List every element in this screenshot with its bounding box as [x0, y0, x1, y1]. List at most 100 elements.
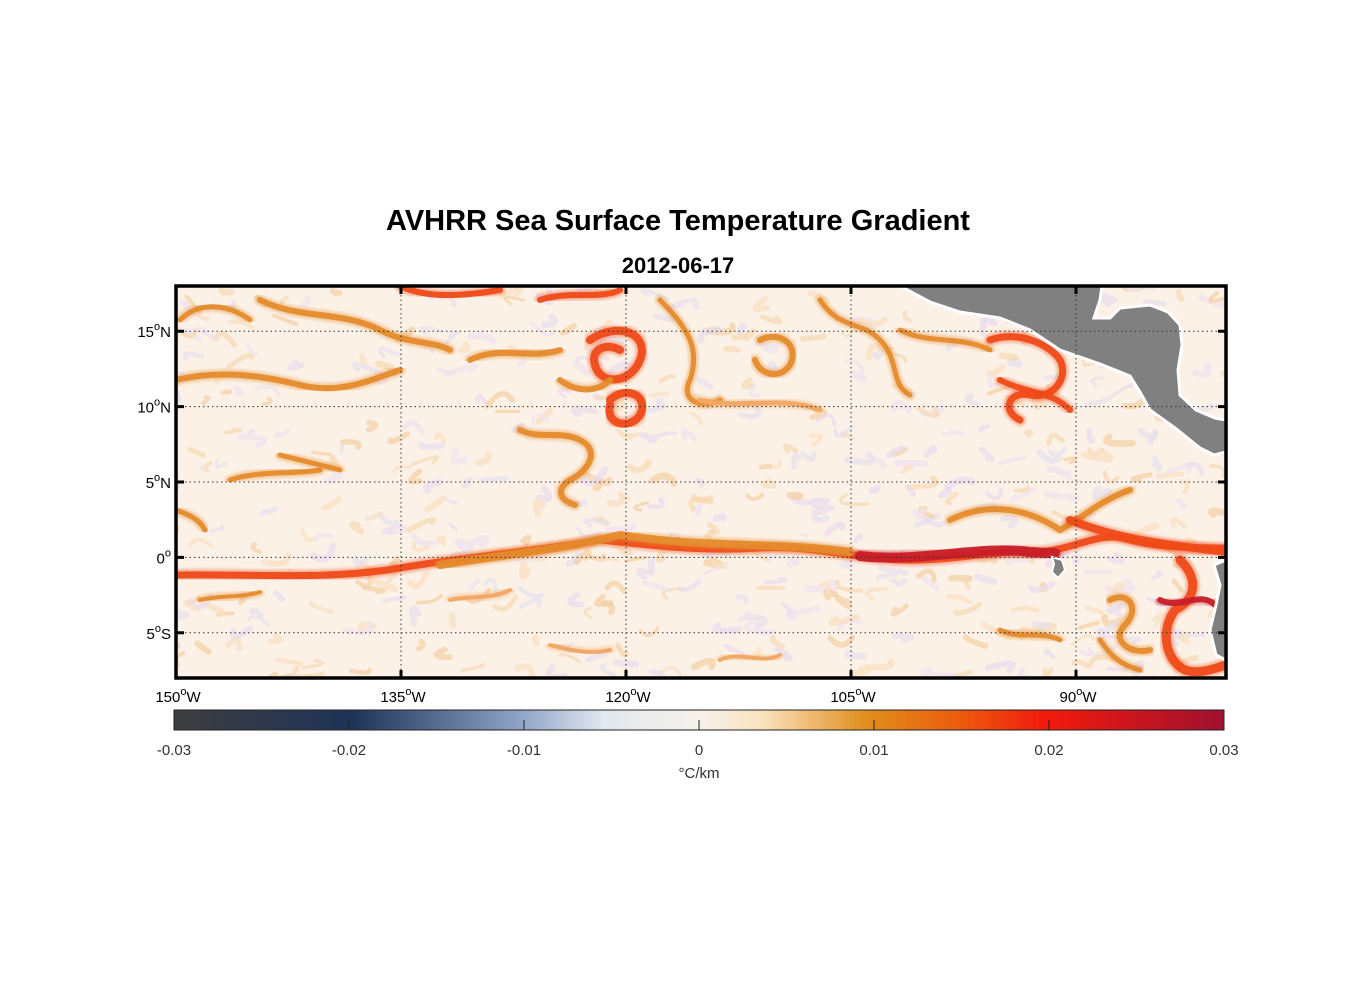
field-texture-stroke	[483, 577, 499, 595]
field-texture-stroke	[647, 556, 656, 573]
field-texture-stroke	[946, 594, 973, 605]
field-texture-stroke	[648, 391, 670, 398]
field-texture-stroke	[246, 615, 270, 627]
field-texture-stroke	[583, 517, 610, 528]
field-texture-stroke	[741, 376, 755, 390]
field-texture-stroke	[300, 528, 317, 543]
field-texture-stroke	[808, 497, 831, 511]
field-texture-stroke	[359, 353, 367, 366]
field-texture-stroke	[233, 385, 244, 397]
lat-tick-label: 10oN	[137, 397, 171, 417]
field-texture-stroke	[220, 389, 232, 395]
field-texture-stroke	[514, 663, 536, 678]
field-texture-stroke	[697, 327, 723, 344]
field-texture-stroke	[1042, 490, 1080, 502]
field-texture-stroke	[382, 595, 407, 603]
field-texture-stroke	[433, 432, 447, 444]
field-texture-stroke	[642, 581, 672, 593]
front-band	[517, 427, 594, 508]
field-texture-stroke	[712, 512, 727, 522]
field-texture-stroke	[1156, 471, 1185, 479]
field-texture-stroke	[615, 642, 629, 658]
field-texture-stroke	[408, 468, 423, 485]
field-texture-stroke	[905, 475, 940, 490]
field-texture-stroke	[824, 521, 846, 536]
field-texture-stroke	[839, 560, 855, 569]
front-band	[176, 367, 403, 392]
field-texture-stroke	[411, 532, 437, 546]
field-texture-stroke	[833, 424, 855, 438]
field-texture-stroke	[657, 666, 683, 678]
field-texture-stroke	[639, 432, 658, 444]
field-texture-stroke	[245, 342, 259, 356]
field-texture-stroke	[756, 585, 786, 591]
field-texture-stroke	[1004, 559, 1033, 566]
field-texture-stroke	[1125, 636, 1141, 644]
front-band	[227, 467, 323, 483]
front-band	[586, 326, 646, 384]
field-texture-stroke	[835, 595, 853, 610]
field-texture-stroke	[694, 477, 706, 488]
field-texture-stroke	[250, 542, 262, 554]
land	[899, 286, 1226, 662]
field-texture-stroke	[415, 593, 444, 605]
field-texture-stroke	[1151, 570, 1163, 581]
front-band	[986, 333, 1067, 424]
field-texture-stroke	[479, 476, 509, 483]
field-texture-stroke	[941, 430, 965, 437]
longitude-labels: 150oW 135oW 120oW 105oW 90oW	[155, 686, 1097, 706]
field-texture-stroke	[743, 328, 757, 342]
front-band	[176, 507, 208, 533]
gradient-fronts	[176, 286, 1226, 678]
field-texture-stroke	[785, 606, 821, 621]
field-texture-stroke	[828, 614, 861, 627]
field-texture-stroke	[1010, 605, 1040, 614]
field-texture-stroke	[838, 492, 871, 507]
field-texture-stroke	[418, 441, 445, 450]
field-texture-stroke	[752, 296, 771, 312]
field-texture-stroke	[457, 341, 471, 354]
field-texture-stroke	[915, 568, 937, 583]
field-texture-stroke	[349, 521, 365, 535]
field-texture-stroke	[275, 657, 304, 667]
field-texture-stroke	[1097, 292, 1118, 307]
field-texture-stroke	[364, 511, 383, 522]
field-texture-stroke	[894, 459, 928, 468]
field-texture-stroke	[274, 429, 291, 439]
field-texture-stroke	[800, 450, 817, 462]
field-texture-stroke	[962, 634, 989, 649]
field-texture-stroke	[912, 507, 927, 520]
field-texture-stroke	[176, 609, 190, 620]
field-texture-stroke	[365, 420, 379, 433]
field-texture-stroke	[214, 459, 228, 469]
field-texture-stroke	[819, 580, 830, 595]
field-texture-stroke	[1102, 433, 1136, 448]
field-texture-stroke	[261, 396, 273, 406]
field-texture-stroke	[313, 532, 335, 542]
field-texture-stroke	[1085, 427, 1096, 445]
field-texture-stroke	[226, 352, 255, 370]
field-texture-stroke	[573, 548, 592, 565]
field-texture-stroke	[247, 428, 256, 436]
front-band	[947, 487, 1133, 533]
field-texture-stroke	[1209, 464, 1226, 478]
front-band	[897, 327, 993, 353]
field-texture-stroke	[985, 660, 1016, 674]
field-texture-stroke	[475, 450, 493, 466]
field-texture-stroke	[723, 345, 741, 353]
field-texture-stroke	[694, 502, 703, 517]
field-texture-stroke	[691, 493, 714, 504]
field-texture-stroke	[850, 369, 867, 384]
field-texture-stroke	[1110, 383, 1134, 398]
colorbar-tick-label: -0.01	[507, 742, 541, 759]
field-texture-stroke	[1171, 578, 1185, 593]
field-texture-stroke	[1197, 293, 1226, 309]
field-texture-stroke	[1000, 515, 1019, 529]
field-texture-stroke	[763, 576, 788, 585]
front-band	[257, 297, 453, 353]
field-texture-stroke	[443, 363, 478, 377]
field-texture-stroke	[450, 447, 468, 466]
field-texture-stroke	[1207, 507, 1226, 519]
field-texture-stroke	[599, 663, 616, 677]
